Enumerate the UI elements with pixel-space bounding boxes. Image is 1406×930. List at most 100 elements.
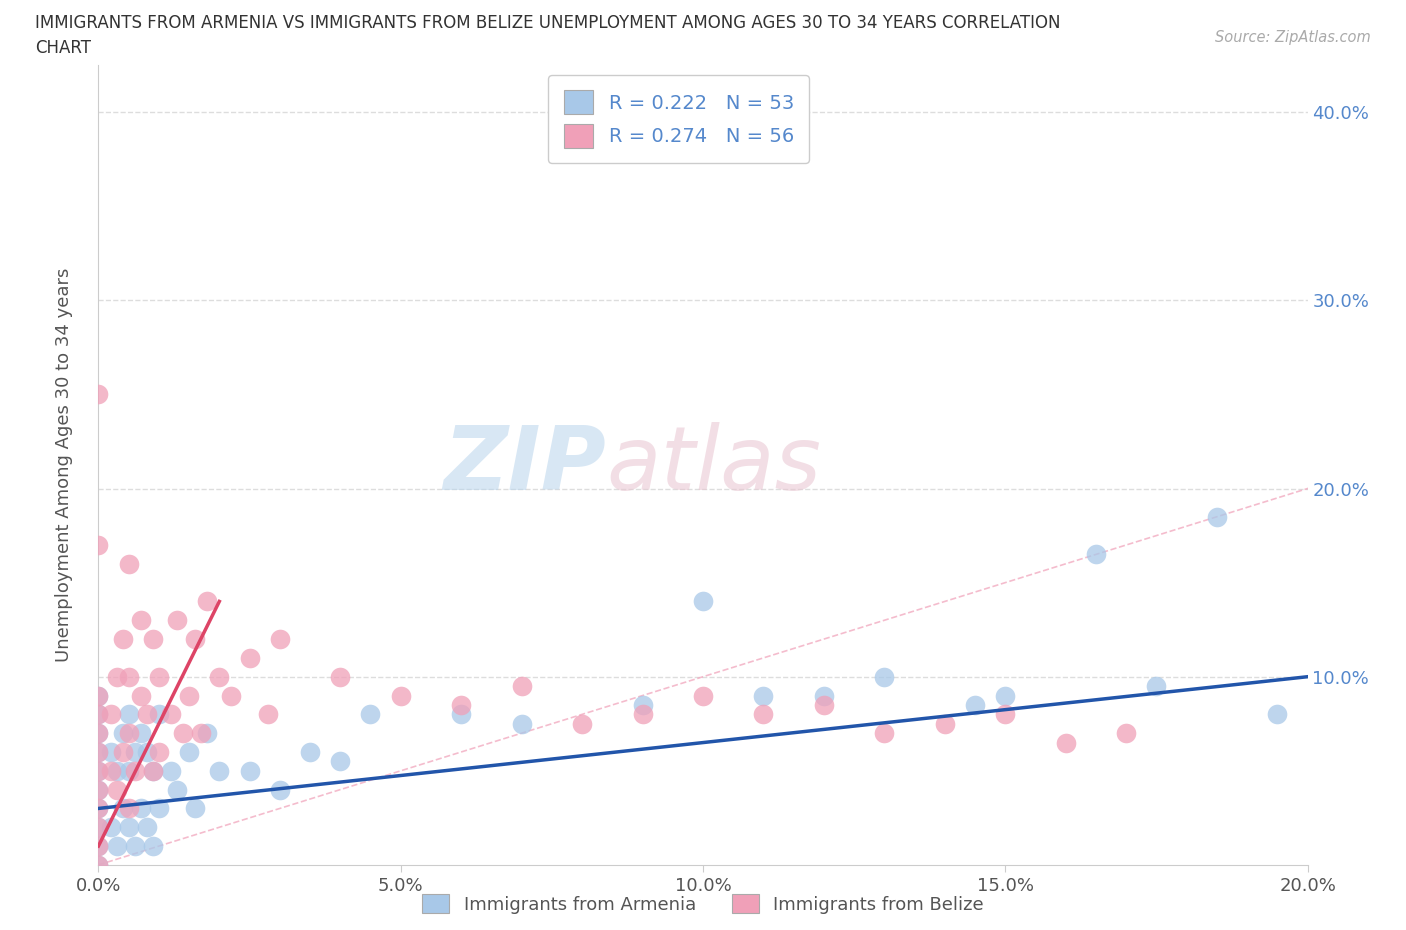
Point: [450, 698, 472, 712]
Point: [208, 670, 231, 684]
Point: [179, 688, 201, 703]
Point: [994, 688, 1017, 703]
Point: [135, 820, 157, 835]
Point: [1267, 707, 1289, 722]
Point: [239, 764, 262, 778]
Point: [87, 538, 110, 552]
Point: [87, 820, 110, 835]
Point: [160, 707, 183, 722]
Point: [87, 764, 110, 778]
Point: [105, 782, 128, 797]
Point: [142, 764, 165, 778]
Point: [87, 801, 110, 816]
Point: [118, 556, 141, 571]
Point: [118, 820, 141, 835]
Point: [118, 725, 141, 740]
Point: [87, 707, 110, 722]
Point: [111, 725, 134, 740]
Point: [100, 707, 122, 722]
Text: Source: ZipAtlas.com: Source: ZipAtlas.com: [1215, 30, 1371, 45]
Point: [934, 716, 956, 731]
Point: [631, 707, 654, 722]
Point: [221, 688, 243, 703]
Point: [87, 707, 110, 722]
Point: [195, 725, 218, 740]
Point: [87, 782, 110, 797]
Point: [105, 839, 128, 854]
Point: [129, 613, 152, 628]
Point: [1144, 679, 1167, 694]
Point: [965, 698, 987, 712]
Point: [1115, 725, 1137, 740]
Point: [118, 707, 141, 722]
Point: [450, 707, 472, 722]
Text: ZIP: ZIP: [443, 421, 606, 509]
Point: [184, 631, 207, 646]
Point: [1054, 735, 1077, 750]
Point: [87, 387, 110, 402]
Point: [510, 679, 533, 694]
Point: [195, 594, 218, 609]
Point: [873, 725, 896, 740]
Point: [129, 801, 152, 816]
Point: [118, 670, 141, 684]
Point: [111, 801, 134, 816]
Point: [142, 839, 165, 854]
Point: [994, 707, 1017, 722]
Point: [813, 688, 835, 703]
Point: [510, 716, 533, 731]
Point: [87, 801, 110, 816]
Point: [87, 857, 110, 872]
Point: [142, 631, 165, 646]
Point: [752, 688, 775, 703]
Point: [299, 745, 322, 760]
Text: atlas: atlas: [606, 422, 821, 508]
Point: [256, 707, 278, 722]
Point: [166, 613, 188, 628]
Point: [105, 670, 128, 684]
Point: [87, 745, 110, 760]
Point: [208, 764, 231, 778]
Point: [148, 670, 170, 684]
Point: [118, 801, 141, 816]
Point: [87, 839, 110, 854]
Point: [1206, 510, 1229, 525]
Point: [135, 745, 157, 760]
Y-axis label: Unemployment Among Ages 30 to 34 years: Unemployment Among Ages 30 to 34 years: [55, 268, 73, 662]
Point: [124, 745, 146, 760]
Point: [1085, 547, 1108, 562]
Point: [142, 764, 165, 778]
Point: [172, 725, 194, 740]
Point: [118, 764, 141, 778]
Point: [87, 764, 110, 778]
Legend: R = 0.222   N = 53, R = 0.274   N = 56: R = 0.222 N = 53, R = 0.274 N = 56: [548, 74, 810, 163]
Point: [873, 670, 896, 684]
Point: [148, 707, 170, 722]
Point: [692, 688, 714, 703]
Point: [87, 820, 110, 835]
Point: [87, 725, 110, 740]
Point: [571, 716, 593, 731]
Point: [184, 801, 207, 816]
Point: [190, 725, 212, 740]
Point: [269, 782, 291, 797]
Point: [129, 725, 152, 740]
Point: [111, 631, 134, 646]
Point: [166, 782, 188, 797]
Point: [239, 650, 262, 665]
Point: [105, 764, 128, 778]
Point: [752, 707, 775, 722]
Point: [100, 745, 122, 760]
Text: CHART: CHART: [35, 39, 91, 57]
Point: [360, 707, 382, 722]
Point: [148, 745, 170, 760]
Point: [124, 839, 146, 854]
Point: [148, 801, 170, 816]
Point: [87, 688, 110, 703]
Point: [87, 782, 110, 797]
Point: [100, 764, 122, 778]
Point: [87, 688, 110, 703]
Point: [631, 698, 654, 712]
Point: [179, 745, 201, 760]
Point: [87, 857, 110, 872]
